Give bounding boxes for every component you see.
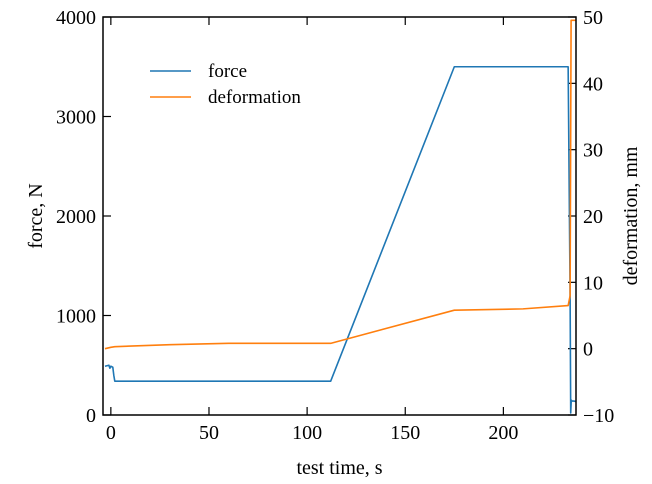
left-y-tick-label: 1000 xyxy=(56,306,96,328)
plot-frame xyxy=(102,16,577,416)
left-y-axis-label: force, N xyxy=(25,183,47,249)
left-y-axis-ticks: 0 1000 2000 3000 4000 xyxy=(56,7,111,427)
x-tick-label: 0 xyxy=(106,422,116,444)
x-axis-label: test time, s xyxy=(296,457,382,479)
deformation-legend-label: deformation xyxy=(208,87,301,108)
left-y-tick-label: 4000 xyxy=(56,7,96,29)
x-tick-label: 50 xyxy=(199,422,219,444)
force-legend-label: force xyxy=(208,61,247,82)
right-y-axis-label: deformation, mm xyxy=(620,146,642,285)
force-series-line xyxy=(104,65,576,414)
right-y-tick-label: 10 xyxy=(583,272,603,294)
left-y-tick-label: 3000 xyxy=(56,107,96,129)
left-y-tick-label: 2000 xyxy=(56,206,96,228)
x-tick-label: 150 xyxy=(390,422,420,444)
right-y-tick-label: −10 xyxy=(583,405,614,427)
right-y-tick-label: 0 xyxy=(583,339,593,361)
deformation-series-line xyxy=(104,19,576,350)
left-y-tick-label: 0 xyxy=(86,405,96,427)
right-y-axis-ticks: −10 0 10 20 30 40 50 xyxy=(568,7,614,427)
x-axis-ticks: 0 50 100 150 200 xyxy=(106,17,518,444)
right-y-tick-label: 30 xyxy=(583,140,603,162)
right-y-tick-label: 50 xyxy=(583,7,603,29)
right-y-tick-label: 20 xyxy=(583,206,603,228)
series-layer xyxy=(104,19,576,414)
x-tick-label: 100 xyxy=(292,422,322,444)
right-y-tick-label: 40 xyxy=(583,73,603,95)
legend: force deformation xyxy=(150,61,301,108)
x-tick-label: 200 xyxy=(488,422,518,444)
